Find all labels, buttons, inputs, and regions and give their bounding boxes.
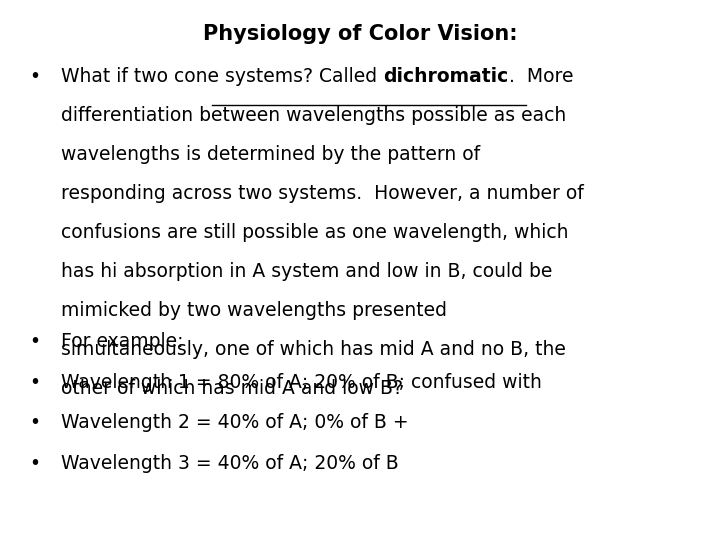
Text: .  More: . More — [508, 68, 573, 86]
Text: Wavelength 3 = 40% of A; 20% of B: Wavelength 3 = 40% of A; 20% of B — [61, 454, 399, 472]
Text: •: • — [29, 332, 40, 351]
Text: What if two cone systems? Called: What if two cone systems? Called — [61, 68, 383, 86]
Text: •: • — [29, 413, 40, 432]
Text: •: • — [29, 373, 40, 392]
Text: confusions are still possible as one wavelength, which: confusions are still possible as one wav… — [61, 223, 569, 242]
Text: For example:: For example: — [61, 332, 184, 351]
Text: wavelengths is determined by the pattern of: wavelengths is determined by the pattern… — [61, 145, 480, 164]
Text: responding across two systems.  However, a number of: responding across two systems. However, … — [61, 184, 584, 203]
Text: mimicked by two wavelengths presented: mimicked by two wavelengths presented — [61, 301, 447, 320]
Text: other of which has mid A and low B?: other of which has mid A and low B? — [61, 379, 403, 397]
Text: dichromatic: dichromatic — [383, 68, 508, 86]
Text: Wavelength 2 = 40% of A; 0% of B +: Wavelength 2 = 40% of A; 0% of B + — [61, 413, 409, 432]
Text: has hi absorption in A system and low in B, could be: has hi absorption in A system and low in… — [61, 262, 552, 281]
Text: Wavelength 1 = 80% of A; 20% of B; confused with: Wavelength 1 = 80% of A; 20% of B; confu… — [61, 373, 542, 392]
Text: Physiology of Color Vision:: Physiology of Color Vision: — [203, 24, 517, 44]
Text: •: • — [29, 454, 40, 472]
Text: •: • — [29, 68, 40, 86]
Text: simultaneously, one of which has mid A and no B, the: simultaneously, one of which has mid A a… — [61, 340, 566, 359]
Text: differentiation between wavelengths possible as each: differentiation between wavelengths poss… — [61, 106, 567, 125]
